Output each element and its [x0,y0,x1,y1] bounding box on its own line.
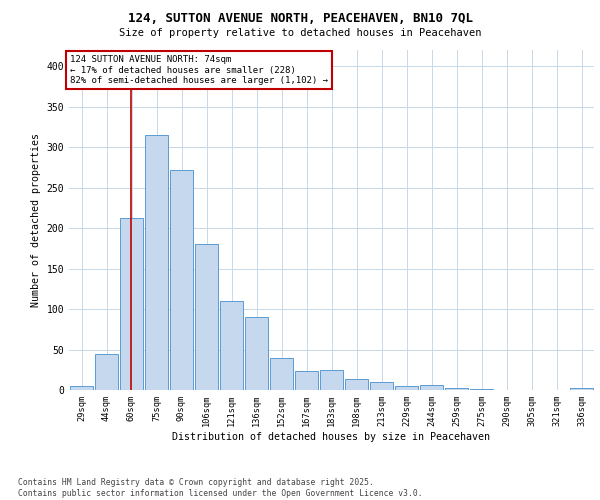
Bar [70,386,93,390]
Bar [320,370,343,390]
Bar [170,170,193,390]
Bar [95,354,118,390]
Bar [245,317,268,390]
Bar [195,244,218,390]
Bar [370,382,393,390]
Bar [270,358,293,390]
Text: Contains HM Land Registry data © Crown copyright and database right 2025.
Contai: Contains HM Land Registry data © Crown c… [18,478,422,498]
Bar [395,386,418,390]
Bar [470,389,493,390]
Text: Size of property relative to detached houses in Peacehaven: Size of property relative to detached ho… [119,28,481,38]
Bar [295,372,318,390]
Bar [345,378,368,390]
Text: 124, SUTTON AVENUE NORTH, PEACEHAVEN, BN10 7QL: 124, SUTTON AVENUE NORTH, PEACEHAVEN, BN… [128,12,473,26]
X-axis label: Distribution of detached houses by size in Peacehaven: Distribution of detached houses by size … [173,432,491,442]
Bar [120,218,143,390]
Bar [220,301,243,390]
Text: 124 SUTTON AVENUE NORTH: 74sqm
← 17% of detached houses are smaller (228)
82% of: 124 SUTTON AVENUE NORTH: 74sqm ← 17% of … [70,55,328,85]
Bar [420,385,443,390]
Y-axis label: Number of detached properties: Number of detached properties [31,133,41,307]
Bar [145,135,168,390]
Bar [570,388,593,390]
Bar [445,388,468,390]
